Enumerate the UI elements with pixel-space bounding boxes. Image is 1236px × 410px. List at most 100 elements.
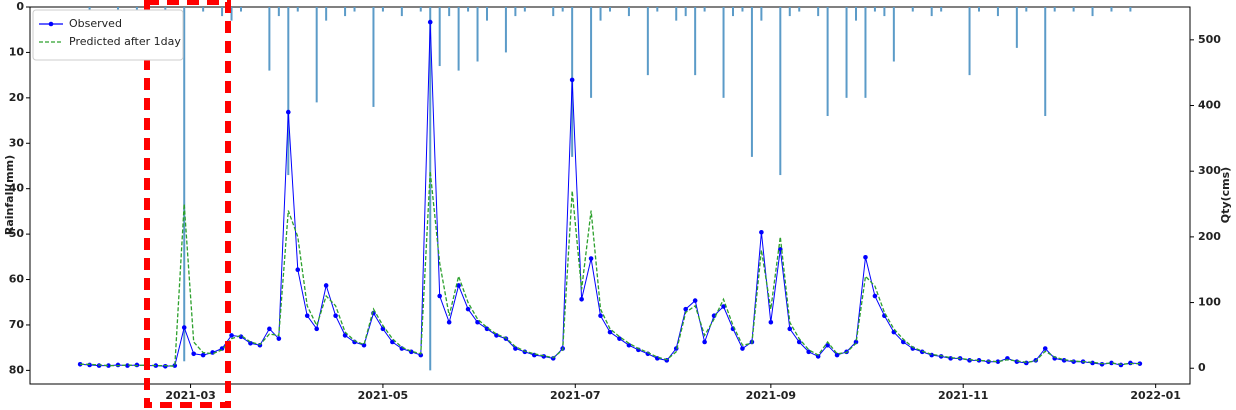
series-marker (229, 333, 234, 338)
rain-bar (968, 7, 971, 76)
series-marker (475, 319, 480, 325)
series-marker (427, 19, 433, 25)
x-tick-label: 2021-09 (746, 389, 797, 402)
y-tick-label: 40 (9, 182, 25, 195)
rain-bar (1110, 7, 1113, 12)
rain-bar (514, 7, 517, 17)
rain-bar (1072, 7, 1075, 12)
rain-bar (883, 7, 886, 17)
rain-bar (864, 7, 867, 98)
series-marker (1118, 362, 1124, 368)
rain-bar (457, 7, 460, 71)
series-marker (711, 313, 717, 318)
series-marker (815, 354, 821, 359)
rain-bar (798, 7, 801, 12)
x-tick-label: 2021-05 (358, 389, 409, 402)
rain-bar (590, 7, 593, 98)
highlight-box (144, 0, 231, 408)
rain-bar (268, 7, 271, 71)
series-marker (276, 336, 282, 341)
series-marker (768, 319, 774, 325)
series-marker (361, 342, 367, 348)
rain-bar (287, 7, 290, 176)
rain-bar (817, 7, 820, 17)
rain-bar (1129, 7, 1132, 12)
rain-bar (855, 7, 858, 21)
series-marker (181, 325, 187, 330)
series-marker (494, 333, 499, 338)
rain-bar (88, 7, 91, 12)
series-marker (87, 362, 92, 368)
rain-bar (940, 7, 943, 12)
series-marker (446, 319, 452, 325)
rain-bar (750, 7, 753, 157)
rain-bar (277, 7, 280, 17)
rain-bar (183, 7, 186, 362)
rain-bar (202, 7, 205, 12)
series-marker (304, 313, 310, 318)
rain-bar (429, 7, 432, 371)
series-marker (267, 326, 272, 332)
series-marker (759, 229, 764, 235)
rain-bar (164, 7, 167, 12)
series-marker (853, 339, 859, 345)
rain-bar (845, 7, 848, 98)
rain-bar (372, 7, 375, 107)
rain-bar (552, 7, 555, 17)
rain-bar (1053, 7, 1056, 12)
y2-tick-label: 400 (1198, 99, 1221, 112)
rain-bar (353, 7, 356, 12)
rain-bar (1015, 7, 1018, 48)
rain-bar (599, 7, 602, 21)
series-marker (513, 346, 518, 351)
rain-bar (296, 7, 299, 12)
y2-tick-label: 500 (1198, 33, 1221, 46)
series-marker (787, 326, 793, 332)
series-marker (1024, 360, 1029, 366)
rain-bar (732, 7, 735, 17)
series-marker (617, 336, 622, 341)
series-marker (248, 340, 253, 346)
series-marker (286, 109, 291, 115)
y2-axis-label: Qty(cms) (1219, 167, 1232, 223)
rain-bar (788, 7, 791, 17)
y2-tick-label: 100 (1198, 296, 1221, 309)
rain-bar (221, 7, 224, 17)
rain-bar (419, 7, 422, 12)
rain-bar (230, 7, 233, 21)
x-tick-label: 2021-03 (165, 389, 216, 402)
series-marker (626, 342, 632, 348)
rain-bar (448, 7, 451, 17)
series-marker (465, 306, 471, 312)
rain-bar (400, 7, 403, 17)
rain-bar (722, 7, 725, 98)
series-marker (295, 267, 301, 273)
series-marker (598, 313, 603, 318)
series-marker (390, 339, 395, 345)
series-marker (721, 304, 726, 309)
series-marker (579, 296, 584, 302)
series-marker (740, 346, 745, 351)
series-marker (1071, 359, 1076, 364)
series-marker (200, 352, 206, 358)
rain-bar (978, 7, 981, 12)
y2-tick-label: 0 (1198, 361, 1206, 374)
rain-bar (873, 7, 876, 12)
x-tick-label: 2021-07 (550, 389, 601, 402)
rain-bar (741, 7, 744, 12)
series-marker (863, 254, 868, 260)
rain-bar (627, 7, 630, 17)
rain-bar (684, 7, 687, 17)
legend-box (32, 9, 184, 61)
series-line (80, 171, 1140, 367)
y2-tick-label: 200 (1198, 230, 1221, 243)
series-marker (834, 352, 840, 358)
y-axis-label: Rainfall(mm) (3, 155, 16, 235)
rain-bar (381, 7, 384, 12)
rain-bar (760, 7, 763, 21)
series-marker (323, 283, 329, 288)
rain-bar (325, 7, 328, 21)
rain-bar (485, 7, 488, 21)
legend-marker (48, 21, 54, 27)
